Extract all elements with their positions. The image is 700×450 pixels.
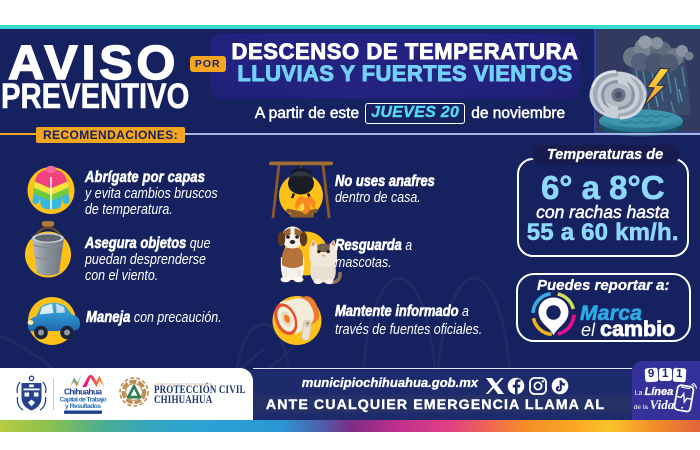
svg-text:y Resultados: y Resultados (65, 403, 101, 410)
svg-text:Chihuahua: Chihuahua (64, 386, 102, 396)
svg-text:Capital de Trabajo: Capital de Trabajo (60, 396, 107, 403)
